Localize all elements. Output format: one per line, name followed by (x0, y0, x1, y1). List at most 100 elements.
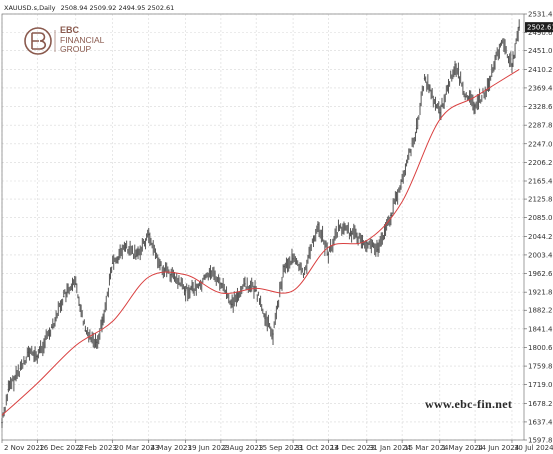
price-point (511, 64, 513, 66)
watermark: www.ebc-fin.net (425, 397, 512, 411)
price-point (95, 341, 98, 344)
y-tick-label: 1800.60 (528, 344, 553, 352)
price-series (1, 19, 520, 428)
y-tick-label: 2085.00 (528, 214, 553, 222)
logo-line-3: GROUP (60, 44, 92, 54)
price-point (84, 329, 87, 332)
price-point (220, 283, 222, 285)
price-point (292, 257, 294, 260)
x-tick-label: 15 Sep 2023 (258, 444, 302, 452)
price-point (350, 232, 353, 235)
y-tick-label: 2247.00 (528, 140, 553, 148)
price-point (454, 64, 456, 66)
price-point (124, 246, 127, 249)
y-tick-label: 1597.80 (528, 437, 553, 445)
ohlc-values: 2508.94 2509.92 2494.95 2502.61 (61, 4, 175, 12)
y-tick-label: 2490.60 (528, 29, 553, 37)
logo-mark-e-icon (31, 32, 47, 50)
price-point (302, 273, 305, 276)
x-tick-label: 14 Dec 2023 (330, 444, 375, 452)
y-tick-label: 2125.80 (528, 196, 553, 204)
x-tick-label: 2 Nov 2022 (4, 444, 44, 452)
y-tick-label: 2287.80 (528, 122, 553, 130)
price-point (415, 127, 418, 130)
price-point (19, 367, 22, 370)
price-point (184, 289, 187, 292)
price-point (317, 223, 319, 226)
y-tick-label: 1962.60 (528, 270, 553, 278)
price-point (283, 265, 286, 268)
x-tick-label: 31 Jan 2024 (369, 444, 412, 452)
price-point (159, 264, 161, 267)
price-point (50, 326, 53, 329)
y-tick-label: 1759.80 (528, 363, 553, 371)
price-point (102, 319, 104, 322)
x-tick-label: 16 Dec 2022 (39, 444, 84, 452)
price-point (439, 111, 441, 114)
symbol-label: XAUUSD.s,Daily (4, 4, 56, 12)
x-tick-label: 15 Mar 2024 (404, 444, 449, 452)
price-point (390, 214, 392, 217)
price-point (244, 283, 246, 285)
price-point (255, 289, 257, 292)
price-point (401, 180, 403, 182)
plot-border (1, 13, 525, 441)
y-axis: 2531.40 2490.60 2451.00 2410.20 2369.40 2328.… (524, 11, 553, 445)
x-tick-label: 4 May 2023 (151, 444, 192, 452)
moving-average-line (1, 68, 520, 416)
price-point (27, 351, 30, 354)
price-point (377, 248, 379, 251)
price-point (62, 295, 65, 298)
price-point (500, 41, 503, 43)
y-tick-label: 1882.20 (528, 307, 553, 315)
y-tick-label: 2328.60 (528, 103, 553, 111)
price-point (327, 253, 330, 255)
x-tick-label: 2 Aug 2023 (223, 444, 263, 452)
price-point (518, 26, 520, 28)
ebc-logo: EBC FINANCIAL GROUP (24, 25, 105, 55)
y-tick-label: 1637.40 (528, 418, 553, 426)
y-tick-label: 2369.40 (528, 84, 553, 92)
price-point (209, 270, 212, 272)
chart-frame (1, 13, 525, 441)
last-price-label: 2502.61 (527, 24, 553, 32)
price-point (366, 241, 368, 244)
last-price-badge (525, 22, 553, 33)
y-tick-label: 1719.00 (528, 381, 553, 389)
x-tick-label: 30 Jul 2024 (514, 444, 553, 452)
price-point (197, 286, 200, 289)
price-point (7, 388, 10, 391)
logo-line-2: FINANCIAL (60, 35, 105, 45)
price-point (74, 283, 77, 285)
x-tick-label: 20 Mar 2023 (115, 444, 159, 452)
price-point (147, 233, 150, 236)
price-point (231, 303, 233, 306)
y-tick-label: 2410.20 (528, 66, 553, 74)
y-tick-label: 1678.20 (528, 400, 553, 408)
price-point (135, 255, 137, 258)
y-tick-label: 2206.20 (528, 159, 553, 167)
y-tick-label: 1921.80 (528, 289, 553, 297)
x-tick-label: 31 Oct 2023 (295, 444, 338, 452)
price-point (1, 421, 3, 424)
price-point (111, 262, 114, 265)
price-point (474, 105, 476, 107)
y-tick-label: 2044.20 (528, 233, 553, 241)
x-tick-label: 19 Jun 2023 (188, 444, 230, 452)
logo-mark-icon (24, 27, 52, 55)
price-point (36, 355, 39, 358)
x-tick-label: 14 Jun 2024 (477, 444, 520, 452)
price-point (170, 273, 172, 276)
price-point (272, 333, 274, 335)
y-tick-label: 2003.40 (528, 251, 553, 259)
price-point (338, 226, 341, 228)
price-point (465, 95, 468, 98)
price-point (423, 77, 426, 80)
symbol-header: XAUUSD.s,Daily 2508.94 2509.92 2494.95 2… (4, 4, 174, 12)
logo-line-1: EBC (60, 25, 80, 35)
y-tick-label: 2531.40 (528, 11, 553, 19)
moving-average-series (1, 68, 520, 416)
